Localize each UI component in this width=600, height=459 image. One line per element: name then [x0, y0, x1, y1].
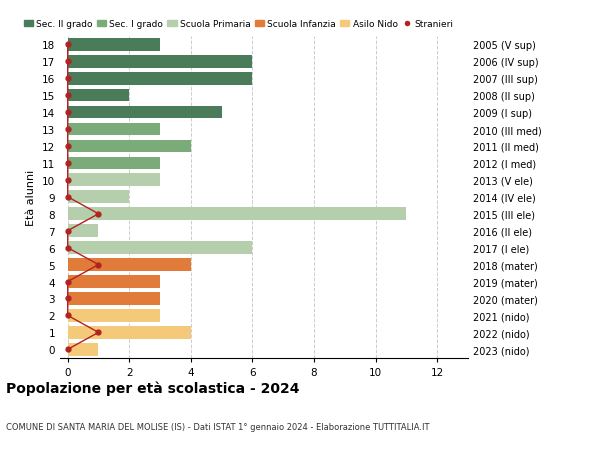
Bar: [68, 326, 191, 339]
Bar: [68, 73, 253, 85]
Y-axis label: Età alunni: Età alunni: [26, 169, 37, 225]
Bar: [68, 242, 253, 254]
Text: COMUNE DI SANTA MARIA DEL MOLISE (IS) - Dati ISTAT 1° gennaio 2024 - Elaborazion: COMUNE DI SANTA MARIA DEL MOLISE (IS) - …: [6, 422, 430, 431]
Bar: [68, 343, 98, 356]
Legend: Sec. II grado, Sec. I grado, Scuola Primaria, Scuola Infanzia, Asilo Nido, Stran: Sec. II grado, Sec. I grado, Scuola Prim…: [24, 20, 453, 29]
Bar: [68, 123, 160, 136]
Bar: [68, 191, 129, 204]
Bar: [68, 309, 160, 322]
Bar: [68, 208, 406, 221]
Bar: [68, 275, 160, 288]
Bar: [68, 140, 191, 153]
Bar: [68, 292, 160, 305]
Bar: [68, 225, 98, 237]
Bar: [68, 39, 160, 51]
Bar: [68, 56, 253, 68]
Bar: [68, 174, 160, 187]
Bar: [68, 157, 160, 170]
Bar: [68, 259, 191, 271]
Bar: [68, 90, 129, 102]
Text: Popolazione per età scolastica - 2024: Popolazione per età scolastica - 2024: [6, 381, 299, 396]
Bar: [68, 106, 221, 119]
Y-axis label: Anni di nascita: Anni di nascita: [598, 156, 600, 239]
